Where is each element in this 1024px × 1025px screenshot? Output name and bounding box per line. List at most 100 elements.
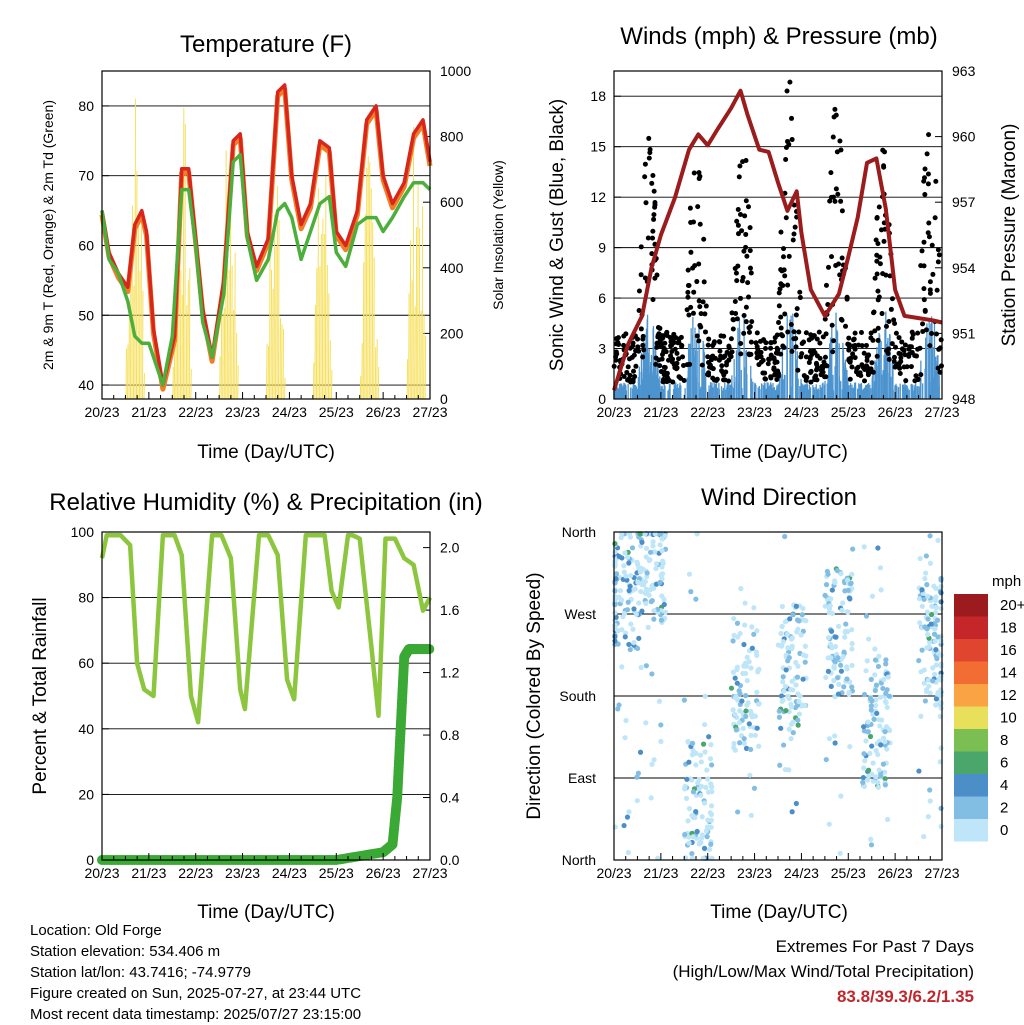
gust-point (726, 344, 731, 349)
direction-point (686, 760, 691, 765)
gust-point (776, 371, 781, 376)
direction-point (643, 579, 648, 584)
direction-point (631, 606, 636, 611)
direction-point (707, 847, 712, 852)
gust-point (936, 259, 941, 264)
direction-point (844, 676, 849, 681)
colorbar-swatch (954, 797, 988, 820)
gust-point (697, 304, 702, 309)
direction-point (684, 777, 689, 782)
gust-point (922, 175, 927, 180)
direction-point (848, 581, 853, 586)
direction-point (743, 708, 748, 713)
gust-point (910, 330, 915, 335)
gust-point (793, 225, 798, 230)
direction-point (784, 667, 789, 672)
gust-point (804, 375, 809, 380)
colorbar-swatch (954, 662, 988, 685)
gust-point (909, 364, 914, 369)
direction-point (741, 663, 746, 668)
gust-point (670, 380, 675, 385)
colorbar-label: 16 (1000, 642, 1017, 659)
gust-point (876, 326, 881, 331)
direction-point (862, 758, 867, 763)
direction-point (622, 550, 627, 555)
gust-point (880, 311, 885, 316)
gust-point (922, 297, 927, 302)
direction-point (875, 545, 880, 550)
temperature-xlabel: Time (Day/UTC) (197, 442, 335, 463)
direction-point (682, 698, 687, 703)
direction-point (886, 674, 891, 679)
direction-point (738, 586, 743, 591)
direction-point (876, 664, 881, 669)
gust-point (869, 366, 874, 371)
direction-point (748, 665, 753, 670)
temperature-x-tick-label: 22/23 (178, 404, 213, 420)
gust-point (794, 313, 799, 318)
gust-point (893, 345, 898, 350)
direction-point (875, 752, 880, 757)
direction-point (847, 744, 852, 749)
gust-point (845, 297, 850, 302)
direction-point (700, 832, 705, 837)
direction-point (732, 712, 737, 717)
direction-point (702, 846, 707, 851)
direction-point (930, 678, 935, 683)
direction-point (938, 806, 943, 811)
gust-point (768, 374, 773, 379)
gust-point (902, 348, 907, 353)
temperature-ylabel-right: Solar Insolation (Yellow) (490, 160, 506, 310)
gust-point (915, 331, 920, 336)
direction-point (924, 582, 929, 587)
humidity-x-tick-label: 22/23 (178, 865, 213, 881)
gust-point (826, 265, 831, 270)
gust-point (699, 311, 704, 316)
gust-point (761, 358, 766, 363)
gust-point (787, 80, 792, 85)
gust-point (845, 342, 850, 347)
direction-point (627, 588, 632, 593)
direction-point (659, 618, 664, 623)
direction-point (737, 691, 742, 696)
direction-point (841, 654, 846, 659)
gust-point (775, 332, 780, 337)
direction-point (832, 733, 837, 738)
gust-point (917, 346, 922, 351)
direction-point (697, 841, 702, 846)
direction-point (626, 809, 631, 814)
direction-point (838, 794, 843, 799)
humidity-y2-tick-label: 1.6 (440, 602, 460, 618)
gust-point (830, 323, 835, 328)
direction-point (803, 644, 808, 649)
gust-point (690, 266, 695, 271)
direction-point (872, 672, 877, 677)
gust-point (831, 338, 836, 343)
gust-point (823, 355, 828, 360)
direction-point (918, 669, 923, 674)
direction-point (801, 652, 806, 657)
direction-point (861, 751, 866, 756)
colorbar-swatch (954, 684, 988, 707)
direction-point (708, 781, 713, 786)
direction-point (867, 751, 872, 756)
temperature-y-tick-label: 60 (78, 237, 94, 253)
direction-y-tick-label: North (562, 852, 596, 868)
direction-point (737, 740, 742, 745)
gust-point (652, 189, 657, 194)
gust-point (906, 354, 911, 359)
gust-point (846, 358, 851, 363)
direction-point (938, 824, 943, 829)
direction-point (925, 594, 930, 599)
direction-point (882, 739, 887, 744)
direction-title: Wind Direction (701, 484, 857, 511)
gust-point (868, 335, 873, 340)
gust-point (631, 379, 636, 384)
humidity-x-tick-label: 27/23 (412, 865, 447, 881)
direction-point (755, 726, 760, 731)
direction-point (616, 702, 621, 707)
temperature-x-tick-label: 23/23 (225, 404, 260, 420)
direction-point (934, 656, 939, 661)
gust-point (734, 219, 739, 224)
gust-point (703, 329, 708, 334)
